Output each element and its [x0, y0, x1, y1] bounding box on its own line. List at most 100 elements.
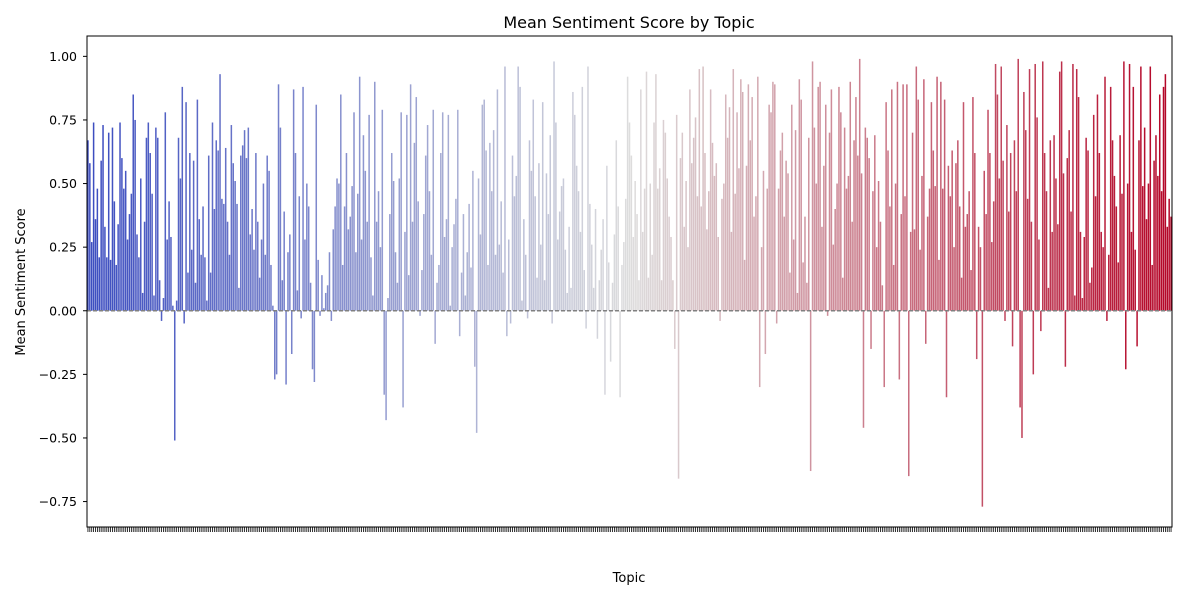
bar	[230, 125, 233, 311]
bar	[1006, 125, 1008, 311]
bar	[1126, 183, 1129, 311]
bar	[104, 226, 106, 311]
bar	[213, 208, 216, 311]
bar	[798, 79, 801, 311]
bar	[166, 239, 168, 311]
bar	[366, 221, 368, 311]
bar	[196, 99, 199, 311]
bar	[487, 264, 489, 311]
bar	[526, 310, 529, 319]
bar	[800, 99, 802, 311]
bar	[624, 198, 627, 311]
bar	[1053, 135, 1055, 311]
bar	[792, 239, 795, 311]
bar	[189, 153, 191, 311]
bar	[311, 310, 314, 370]
bar	[917, 99, 919, 311]
bar	[702, 66, 704, 311]
bar	[155, 127, 157, 311]
bar	[902, 84, 904, 311]
bar	[489, 142, 491, 311]
bar	[1017, 58, 1019, 311]
bar	[947, 165, 950, 311]
bar	[766, 188, 768, 311]
bar	[870, 310, 872, 349]
bar	[428, 191, 431, 311]
bar	[649, 183, 652, 311]
bar	[802, 262, 804, 311]
bar	[321, 275, 323, 311]
bar	[204, 257, 206, 311]
bar	[436, 282, 438, 311]
bar	[1162, 86, 1165, 311]
bar	[875, 247, 878, 311]
bar	[985, 214, 987, 311]
bar	[328, 252, 331, 311]
bar	[615, 140, 618, 311]
bar	[138, 257, 140, 311]
bar	[368, 114, 370, 311]
bar	[417, 201, 419, 311]
bar	[538, 163, 540, 311]
bar	[315, 104, 318, 311]
bar	[185, 102, 187, 311]
bar	[472, 170, 474, 311]
bar	[594, 208, 597, 311]
bar	[402, 310, 404, 408]
plot-frame	[86, 35, 1173, 528]
bar	[1055, 178, 1057, 311]
bar	[385, 310, 387, 421]
bar	[515, 175, 518, 311]
bar	[719, 310, 721, 321]
bar	[117, 224, 119, 311]
bar	[506, 310, 508, 337]
bar	[645, 71, 648, 311]
bar	[464, 295, 467, 311]
bar	[211, 122, 214, 311]
bar	[392, 181, 395, 311]
bar	[957, 140, 959, 311]
bar	[517, 66, 519, 311]
bar	[1119, 135, 1121, 311]
bar	[728, 107, 731, 311]
bar	[989, 153, 991, 311]
bar	[389, 214, 391, 311]
bar	[828, 132, 831, 311]
bar	[960, 277, 963, 311]
bar	[323, 308, 325, 311]
bar	[170, 236, 172, 311]
bar	[775, 310, 778, 324]
bar	[928, 188, 931, 311]
bar	[175, 300, 178, 311]
bar	[885, 102, 887, 311]
bar	[340, 94, 342, 311]
bar	[949, 196, 952, 311]
bar	[398, 178, 401, 311]
bar	[300, 310, 302, 319]
bar	[319, 310, 321, 316]
bar	[1134, 249, 1136, 311]
bar	[279, 127, 282, 311]
bar	[1011, 310, 1014, 347]
bar	[945, 310, 948, 398]
bar	[607, 262, 610, 311]
bar	[1008, 211, 1010, 311]
bar	[192, 160, 195, 311]
bar	[879, 221, 882, 311]
bar	[1051, 231, 1053, 311]
bar	[411, 221, 414, 311]
bar	[664, 132, 667, 311]
bar	[900, 214, 902, 311]
bar	[996, 94, 999, 311]
bar	[658, 168, 661, 311]
bar	[977, 226, 980, 311]
bar	[330, 310, 333, 321]
bar	[617, 206, 619, 311]
bar	[307, 206, 310, 311]
bar	[740, 79, 742, 311]
bar	[287, 252, 289, 311]
bar	[262, 183, 265, 311]
bar	[90, 242, 93, 311]
bar	[190, 249, 193, 311]
bar	[1023, 91, 1025, 311]
